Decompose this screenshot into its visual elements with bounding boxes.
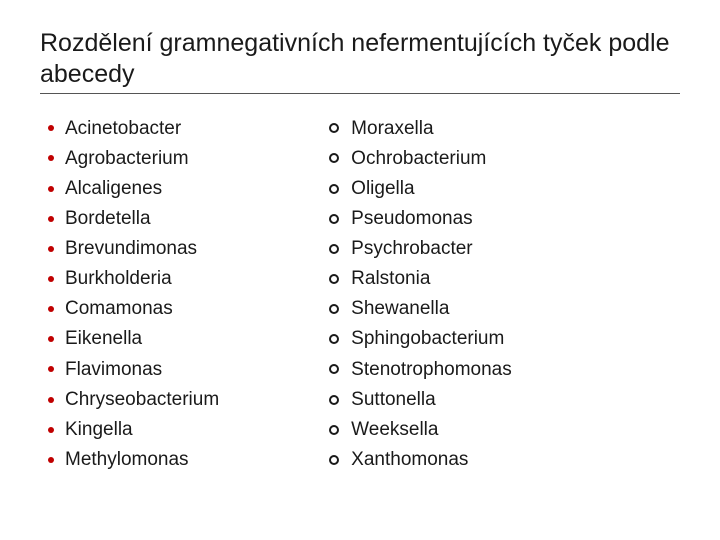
list-item-label: Brevundimonas (65, 236, 197, 262)
list-item-label: Weeksella (351, 417, 438, 443)
list-item-label: Psychrobacter (351, 236, 472, 262)
list-item-label: Kingella (65, 417, 133, 443)
list-item-label: Ochrobacterium (351, 146, 486, 172)
list-item-label: Xanthomonas (351, 447, 468, 473)
list-item: Chryseobacterium (48, 387, 219, 413)
columns: Acinetobacter Agrobacterium Alcaligenes Bor… (40, 116, 680, 478)
bullet-dot-icon (48, 306, 54, 312)
bullet-dot-icon (48, 276, 54, 282)
list-item: Pseudomonas (329, 206, 512, 232)
list-item: Suttonella (329, 387, 512, 413)
bullet-dot-icon (48, 366, 54, 372)
list-item: Flavimonas (48, 357, 219, 383)
list-item: Xanthomonas (329, 447, 512, 473)
list-item-label: Pseudomonas (351, 206, 472, 232)
list-item-label: Moraxella (351, 116, 433, 142)
list-item: Brevundimonas (48, 236, 219, 262)
bullet-circle-icon (329, 395, 339, 405)
bullet-circle-icon (329, 304, 339, 314)
bullet-circle-icon (329, 334, 339, 344)
bullet-dot-icon (48, 216, 54, 222)
bullet-circle-icon (329, 455, 339, 465)
list-item-label: Burkholderia (65, 266, 172, 292)
list-item: Methylomonas (48, 447, 219, 473)
list-item: Burkholderia (48, 266, 219, 292)
bullet-circle-icon (329, 184, 339, 194)
list-item-label: Chryseobacterium (65, 387, 219, 413)
list-item: Acinetobacter (48, 116, 219, 142)
list-item-label: Suttonella (351, 387, 436, 413)
list-item-label: Ralstonia (351, 266, 430, 292)
list-item: Alcaligenes (48, 176, 219, 202)
list-item-label: Methylomonas (65, 447, 189, 473)
bullet-dot-icon (48, 457, 54, 463)
list-item: Ochrobacterium (329, 146, 512, 172)
list-item: Comamonas (48, 296, 219, 322)
list-item: Weeksella (329, 417, 512, 443)
bullet-dot-icon (48, 397, 54, 403)
list-item: Kingella (48, 417, 219, 443)
bullet-circle-icon (329, 364, 339, 374)
bullet-dot-icon (48, 427, 54, 433)
list-item: Psychrobacter (329, 236, 512, 262)
left-column: Acinetobacter Agrobacterium Alcaligenes Bor… (48, 116, 219, 478)
slide: Rozdělení gramnegativních nefermentující… (0, 0, 720, 540)
list-item: Sphingobacterium (329, 326, 512, 352)
list-item: Moraxella (329, 116, 512, 142)
list-item: Shewanella (329, 296, 512, 322)
list-item-label: Bordetella (65, 206, 151, 232)
bullet-circle-icon (329, 214, 339, 224)
list-item: Ralstonia (329, 266, 512, 292)
bullet-dot-icon (48, 246, 54, 252)
right-column: Moraxella Ochrobacterium Oligella Pseudomon… (329, 116, 512, 478)
bullet-circle-icon (329, 274, 339, 284)
list-item-label: Alcaligenes (65, 176, 162, 202)
list-item-label: Oligella (351, 176, 414, 202)
bullet-circle-icon (329, 153, 339, 163)
page-title: Rozdělení gramnegativních nefermentující… (40, 28, 680, 91)
list-item: Bordetella (48, 206, 219, 232)
list-item-label: Comamonas (65, 296, 173, 322)
list-item-label: Sphingobacterium (351, 326, 504, 352)
list-item-label: Stenotrophomonas (351, 357, 512, 383)
bullet-circle-icon (329, 244, 339, 254)
list-item-label: Acinetobacter (65, 116, 181, 142)
list-item: Agrobacterium (48, 146, 219, 172)
bullet-dot-icon (48, 155, 54, 161)
list-item-label: Agrobacterium (65, 146, 189, 172)
bullet-circle-icon (329, 425, 339, 435)
list-item: Stenotrophomonas (329, 357, 512, 383)
list-item-label: Shewanella (351, 296, 449, 322)
bullet-circle-icon (329, 123, 339, 133)
bullet-dot-icon (48, 125, 54, 131)
list-item-label: Eikenella (65, 326, 142, 352)
title-block: Rozdělení gramnegativních nefermentující… (40, 28, 680, 94)
bullet-dot-icon (48, 336, 54, 342)
bullet-dot-icon (48, 186, 54, 192)
list-item: Eikenella (48, 326, 219, 352)
list-item: Oligella (329, 176, 512, 202)
list-item-label: Flavimonas (65, 357, 162, 383)
